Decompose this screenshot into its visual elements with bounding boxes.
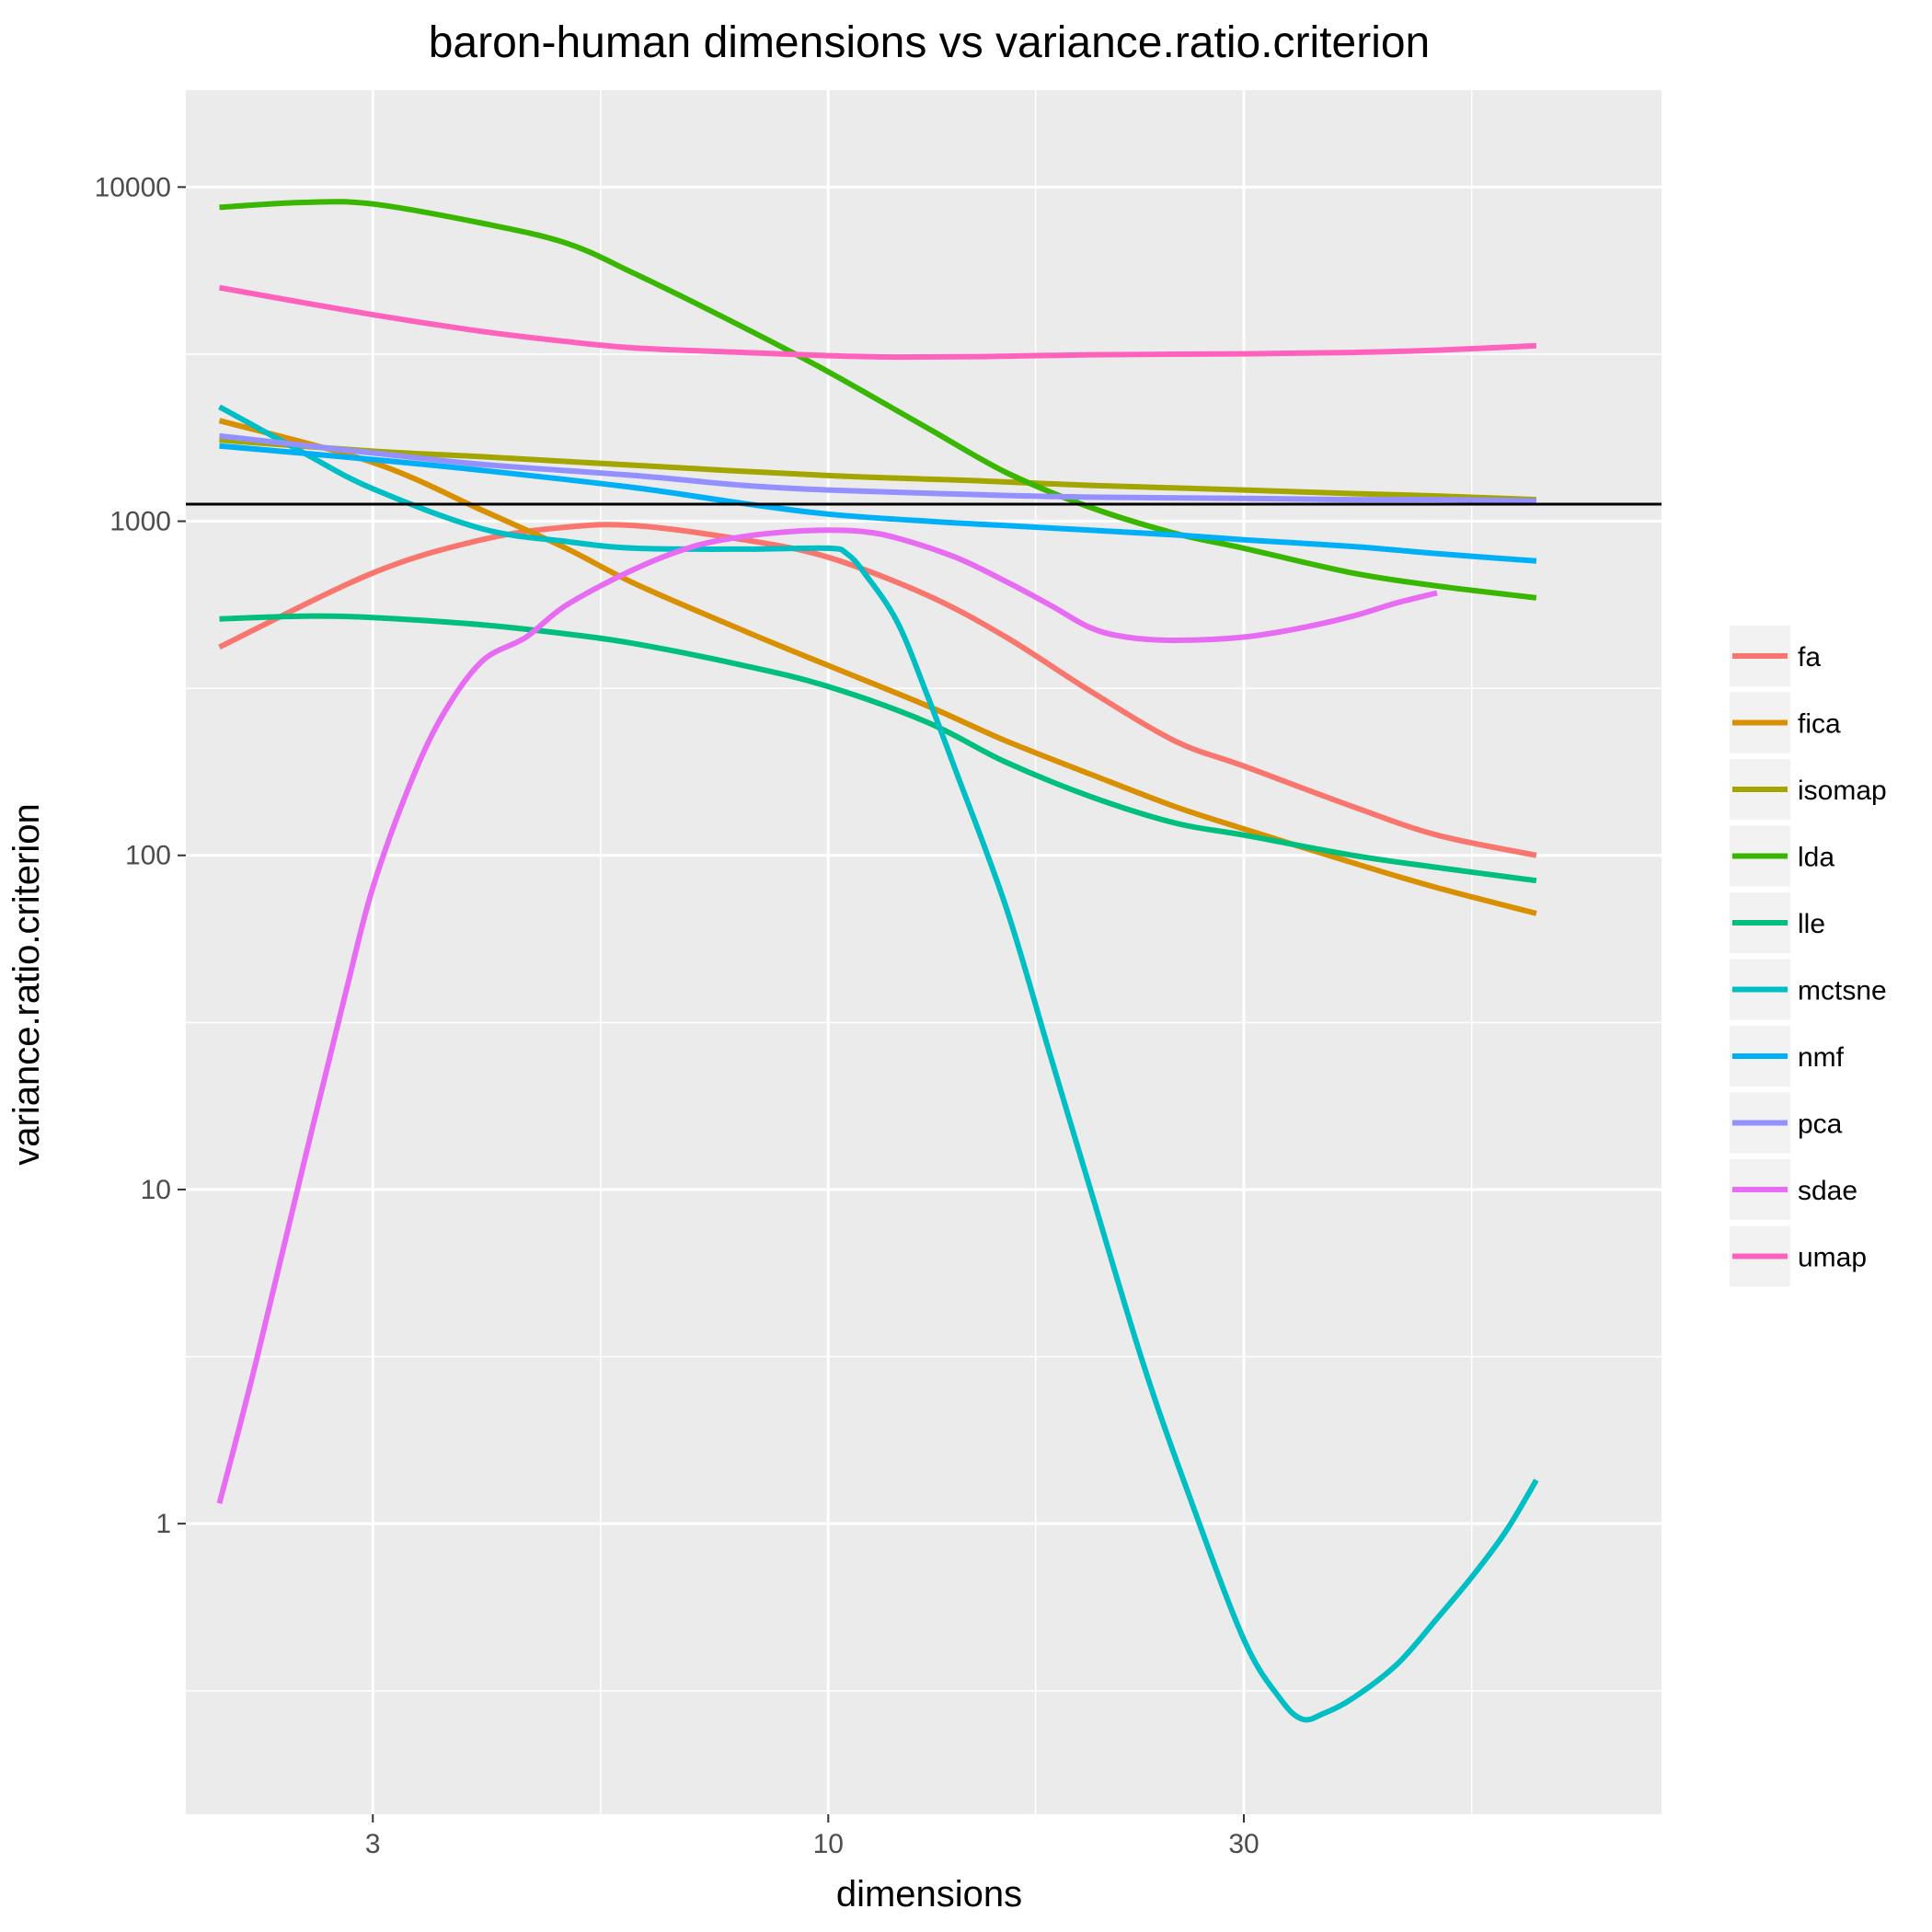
series-lines	[216, 199, 1539, 1723]
series-line-nmf	[219, 443, 1537, 564]
legend-label-pca: pca	[1798, 1110, 1843, 1140]
chart-title: baron-human dimensions vs variance.ratio…	[429, 18, 1431, 67]
x-tick-label: 30	[1228, 1829, 1259, 1859]
x-tick-label: 10	[813, 1829, 844, 1859]
y-tick-label: 10000	[95, 172, 171, 202]
series-line-sdae	[216, 527, 1438, 1504]
series-line-mctsne	[218, 404, 1539, 1723]
legend-label-lle: lle	[1798, 909, 1825, 939]
x-axis: 3 10 30	[365, 1814, 1259, 1859]
legend-label-nmf: nmf	[1798, 1042, 1845, 1073]
x-axis-title: dimensions	[836, 1874, 1022, 1915]
series-line-umap	[218, 284, 1537, 361]
series-line-lle	[219, 613, 1537, 884]
plot-panel	[186, 90, 1662, 1814]
y-axis: 1 10 100 1000 10000	[95, 172, 186, 1539]
series-line-fa	[218, 522, 1537, 858]
y-tick-label: 1	[155, 1509, 171, 1539]
y-tick-label: 1000	[109, 507, 171, 537]
legend-label-fa: fa	[1798, 642, 1821, 673]
y-axis-title: variance.ratio.criterion	[6, 803, 47, 1166]
legend-label-sdae: sdae	[1798, 1176, 1857, 1206]
x-tick-label: 3	[365, 1829, 381, 1859]
legend-label-umap: umap	[1798, 1243, 1867, 1273]
series-line-pca	[219, 432, 1536, 504]
series-line-fica	[218, 418, 1537, 916]
legend-label-isomap: isomap	[1798, 776, 1887, 806]
legend-label-lda: lda	[1798, 843, 1834, 873]
series-line-lda	[219, 199, 1537, 601]
legend-label-mctsne: mctsne	[1798, 976, 1887, 1006]
legend-label-fica: fica	[1798, 709, 1841, 740]
legend: fa fica isomap lda lle mctsne nmf pca sdae umap	[1730, 626, 1887, 1287]
y-tick-label: 100	[125, 841, 171, 871]
minor-gridlines	[186, 90, 1662, 1814]
series-line-isomap	[219, 437, 1537, 503]
y-tick-label: 10	[141, 1175, 171, 1205]
